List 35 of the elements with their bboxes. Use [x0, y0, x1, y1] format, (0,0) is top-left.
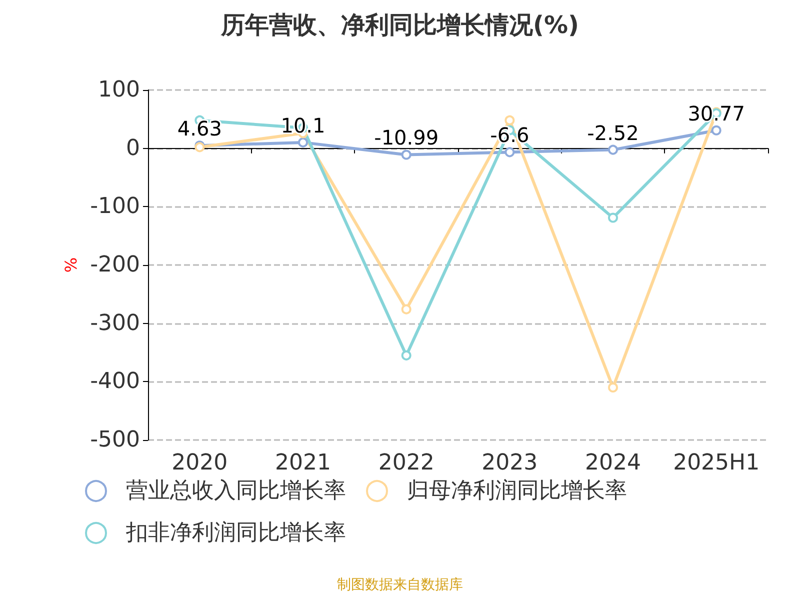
y-tick-label: 0	[126, 136, 140, 161]
point	[608, 144, 618, 155]
data-label: -10.99	[374, 126, 439, 150]
x-tick-label: 2025H1	[673, 450, 760, 476]
y-tick-label: -400	[90, 369, 140, 394]
point	[401, 150, 412, 160]
data-label: 10.1	[280, 113, 326, 138]
y-tick-label: 100	[98, 78, 140, 102]
point	[504, 115, 515, 126]
legend-label: 扣非净利润同比增长率	[125, 520, 346, 546]
x-tick-label: 2024	[585, 450, 641, 476]
legend-label: 归母净利润同比增长率	[407, 478, 627, 504]
data-label: 30.77	[688, 101, 745, 126]
data-label: -2.52	[587, 120, 639, 145]
point	[711, 125, 722, 136]
y-tick-label: -500	[90, 428, 140, 452]
point	[401, 350, 412, 360]
legend-label: 营业总收入同比增长率	[126, 478, 346, 504]
x-tick-label: 2022	[378, 450, 434, 476]
point	[608, 382, 618, 392]
point	[504, 147, 515, 158]
point	[298, 137, 308, 148]
point	[608, 212, 618, 223]
y-tick-label: -200	[90, 252, 140, 278]
y-tick-label: -300	[90, 310, 140, 336]
data-label: -6.6	[490, 123, 530, 148]
y-axis-title: %	[62, 257, 81, 273]
x-tick-label: 2020	[172, 450, 228, 476]
point	[401, 304, 412, 314]
x-tick-label: 2023	[482, 450, 538, 476]
text: 制图数据来自数据库	[337, 577, 463, 593]
y-tick-label: -100	[90, 194, 140, 220]
chart-title: 历年营收、净利同比增长情况(%)	[220, 11, 579, 39]
data-label: 4.63	[177, 116, 222, 141]
x-tick-label: 2021	[275, 450, 331, 476]
